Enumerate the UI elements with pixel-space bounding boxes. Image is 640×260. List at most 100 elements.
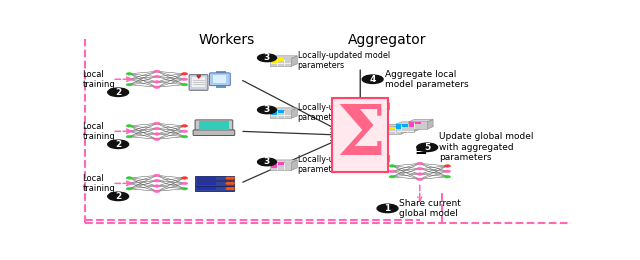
Circle shape: [417, 178, 423, 180]
Polygon shape: [396, 122, 420, 124]
FancyBboxPatch shape: [278, 162, 284, 165]
Circle shape: [417, 162, 423, 165]
Text: 3: 3: [264, 105, 270, 114]
FancyBboxPatch shape: [383, 127, 388, 129]
Circle shape: [182, 182, 188, 185]
Circle shape: [182, 83, 188, 86]
Circle shape: [362, 75, 383, 83]
FancyBboxPatch shape: [278, 110, 284, 113]
Circle shape: [417, 173, 423, 175]
FancyBboxPatch shape: [408, 125, 414, 127]
FancyBboxPatch shape: [271, 165, 277, 167]
FancyBboxPatch shape: [402, 129, 408, 131]
FancyBboxPatch shape: [389, 127, 395, 129]
Circle shape: [389, 165, 395, 167]
Polygon shape: [291, 108, 297, 118]
Circle shape: [389, 170, 395, 173]
FancyBboxPatch shape: [278, 64, 284, 66]
Circle shape: [108, 192, 129, 200]
Polygon shape: [427, 120, 433, 129]
Circle shape: [126, 78, 132, 81]
Text: 1: 1: [385, 204, 390, 213]
FancyBboxPatch shape: [396, 127, 401, 129]
FancyBboxPatch shape: [408, 127, 414, 129]
Circle shape: [257, 106, 276, 114]
Polygon shape: [408, 120, 433, 122]
Text: 5: 5: [424, 143, 430, 152]
Circle shape: [227, 188, 230, 189]
Circle shape: [126, 177, 132, 179]
FancyBboxPatch shape: [271, 168, 277, 170]
Text: Workers: Workers: [198, 33, 255, 47]
FancyBboxPatch shape: [271, 110, 291, 118]
Circle shape: [154, 127, 160, 130]
Text: =: =: [415, 144, 428, 159]
FancyBboxPatch shape: [278, 61, 284, 63]
Circle shape: [257, 158, 276, 166]
FancyBboxPatch shape: [196, 182, 216, 185]
FancyBboxPatch shape: [209, 73, 230, 86]
Circle shape: [126, 83, 132, 86]
Text: Locally-updated model
parameters: Locally-updated model parameters: [298, 50, 390, 70]
FancyBboxPatch shape: [409, 122, 414, 124]
FancyBboxPatch shape: [271, 58, 277, 61]
Circle shape: [108, 140, 129, 148]
FancyBboxPatch shape: [278, 168, 284, 170]
FancyBboxPatch shape: [389, 129, 395, 131]
Circle shape: [126, 135, 132, 138]
Circle shape: [182, 125, 188, 127]
FancyBboxPatch shape: [195, 186, 234, 191]
Circle shape: [444, 176, 451, 178]
Circle shape: [227, 183, 230, 184]
Circle shape: [154, 179, 160, 182]
Text: Aggregate local
model parameters: Aggregate local model parameters: [385, 69, 468, 89]
FancyBboxPatch shape: [285, 116, 291, 118]
FancyBboxPatch shape: [408, 129, 414, 131]
FancyBboxPatch shape: [415, 127, 420, 129]
Circle shape: [154, 133, 160, 135]
Polygon shape: [383, 124, 407, 127]
FancyBboxPatch shape: [285, 165, 291, 167]
Text: 4: 4: [369, 75, 376, 84]
Circle shape: [227, 177, 230, 179]
FancyBboxPatch shape: [278, 116, 284, 118]
FancyBboxPatch shape: [415, 125, 420, 127]
Circle shape: [182, 130, 188, 133]
FancyBboxPatch shape: [421, 122, 427, 124]
FancyBboxPatch shape: [271, 113, 277, 115]
Circle shape: [444, 170, 451, 173]
FancyBboxPatch shape: [271, 162, 277, 165]
Circle shape: [154, 122, 160, 125]
Text: Local
training: Local training: [83, 174, 115, 193]
FancyBboxPatch shape: [285, 110, 291, 113]
Text: Local
training: Local training: [83, 122, 115, 141]
FancyBboxPatch shape: [421, 125, 427, 127]
FancyBboxPatch shape: [402, 127, 408, 129]
Circle shape: [126, 187, 132, 190]
Circle shape: [126, 73, 132, 75]
FancyBboxPatch shape: [195, 120, 233, 132]
FancyBboxPatch shape: [285, 168, 291, 170]
Text: 3: 3: [264, 158, 270, 166]
FancyBboxPatch shape: [389, 132, 395, 134]
Circle shape: [108, 88, 129, 96]
FancyBboxPatch shape: [285, 64, 291, 66]
FancyBboxPatch shape: [409, 125, 414, 127]
Text: 2: 2: [115, 88, 122, 97]
Circle shape: [154, 185, 160, 187]
Circle shape: [417, 143, 438, 152]
Circle shape: [154, 190, 160, 192]
Circle shape: [154, 138, 160, 140]
Circle shape: [126, 125, 132, 127]
Text: Aggregator: Aggregator: [348, 33, 427, 47]
Polygon shape: [401, 124, 407, 134]
FancyBboxPatch shape: [285, 61, 291, 63]
Circle shape: [444, 165, 451, 167]
FancyBboxPatch shape: [195, 176, 234, 180]
Circle shape: [182, 177, 188, 179]
FancyBboxPatch shape: [285, 162, 291, 165]
Circle shape: [389, 176, 395, 178]
FancyBboxPatch shape: [396, 129, 401, 131]
Polygon shape: [414, 122, 420, 132]
Polygon shape: [291, 56, 297, 66]
